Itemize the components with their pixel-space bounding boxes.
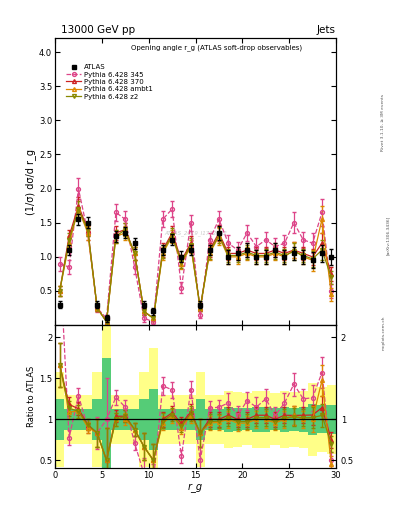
Bar bbox=[83, 395, 92, 444]
Bar bbox=[233, 408, 242, 431]
Bar bbox=[158, 409, 167, 430]
Bar bbox=[261, 391, 270, 448]
Bar bbox=[167, 395, 177, 444]
Bar bbox=[327, 385, 336, 454]
Bar bbox=[102, 276, 111, 512]
Bar bbox=[196, 372, 205, 467]
Y-axis label: Ratio to ATLAS: Ratio to ATLAS bbox=[28, 366, 36, 428]
Text: Rivet 3.1.10, ≥ 3M events: Rivet 3.1.10, ≥ 3M events bbox=[381, 94, 385, 152]
Bar bbox=[270, 393, 280, 445]
Bar bbox=[149, 389, 158, 450]
Bar bbox=[308, 383, 317, 456]
Bar bbox=[149, 348, 158, 491]
Bar bbox=[261, 407, 270, 432]
Bar bbox=[74, 409, 83, 430]
Bar bbox=[186, 409, 196, 430]
Bar bbox=[242, 393, 252, 445]
Bar bbox=[289, 392, 299, 446]
Bar bbox=[55, 399, 64, 440]
Bar bbox=[111, 395, 121, 444]
Bar bbox=[205, 409, 214, 430]
Bar bbox=[205, 395, 214, 444]
Bar bbox=[224, 391, 233, 448]
Bar bbox=[130, 395, 140, 444]
Bar bbox=[83, 409, 92, 430]
Bar bbox=[102, 358, 111, 481]
Text: ATLAS_2019_I1772062: ATLAS_2019_I1772062 bbox=[164, 230, 227, 236]
Bar bbox=[299, 407, 308, 432]
Text: [arXiv:1306.3436]: [arXiv:1306.3436] bbox=[386, 216, 390, 255]
Bar bbox=[299, 391, 308, 448]
Text: Opening angle r_g (ATLAS soft-drop observables): Opening angle r_g (ATLAS soft-drop obser… bbox=[131, 44, 302, 51]
X-axis label: r_g: r_g bbox=[188, 482, 203, 492]
Bar bbox=[289, 408, 299, 431]
Bar bbox=[64, 395, 74, 444]
Bar bbox=[224, 407, 233, 432]
Bar bbox=[252, 407, 261, 432]
Bar bbox=[140, 399, 149, 440]
Text: mcplots.cern.ch: mcplots.cern.ch bbox=[381, 315, 385, 350]
Bar bbox=[317, 406, 327, 433]
Bar bbox=[111, 409, 121, 430]
Bar bbox=[130, 409, 140, 430]
Bar bbox=[186, 395, 196, 444]
Bar bbox=[280, 391, 289, 448]
Bar bbox=[214, 409, 224, 430]
Bar bbox=[140, 372, 149, 467]
Bar bbox=[121, 409, 130, 430]
Text: Jets: Jets bbox=[317, 25, 336, 35]
Bar bbox=[270, 408, 280, 431]
Bar bbox=[327, 404, 336, 434]
Bar bbox=[252, 391, 261, 448]
Text: 13000 GeV pp: 13000 GeV pp bbox=[61, 25, 135, 35]
Bar bbox=[92, 372, 102, 467]
Bar bbox=[242, 408, 252, 431]
Bar bbox=[214, 395, 224, 444]
Bar bbox=[196, 399, 205, 440]
Bar bbox=[55, 372, 64, 467]
Bar bbox=[121, 395, 130, 444]
Bar bbox=[167, 409, 177, 430]
Bar bbox=[64, 409, 74, 430]
Bar bbox=[74, 395, 83, 444]
Legend: ATLAS, Pythia 6.428 345, Pythia 6.428 370, Pythia 6.428 ambt1, Pythia 6.428 z2: ATLAS, Pythia 6.428 345, Pythia 6.428 37… bbox=[64, 62, 155, 102]
Bar bbox=[92, 399, 102, 440]
Bar bbox=[233, 392, 242, 446]
Bar bbox=[280, 407, 289, 432]
Bar bbox=[158, 395, 167, 444]
Bar bbox=[317, 387, 327, 452]
Y-axis label: (1/σ) dσ/d r_g: (1/σ) dσ/d r_g bbox=[25, 149, 36, 215]
Bar bbox=[177, 409, 186, 430]
Bar bbox=[308, 404, 317, 435]
Bar bbox=[177, 395, 186, 444]
